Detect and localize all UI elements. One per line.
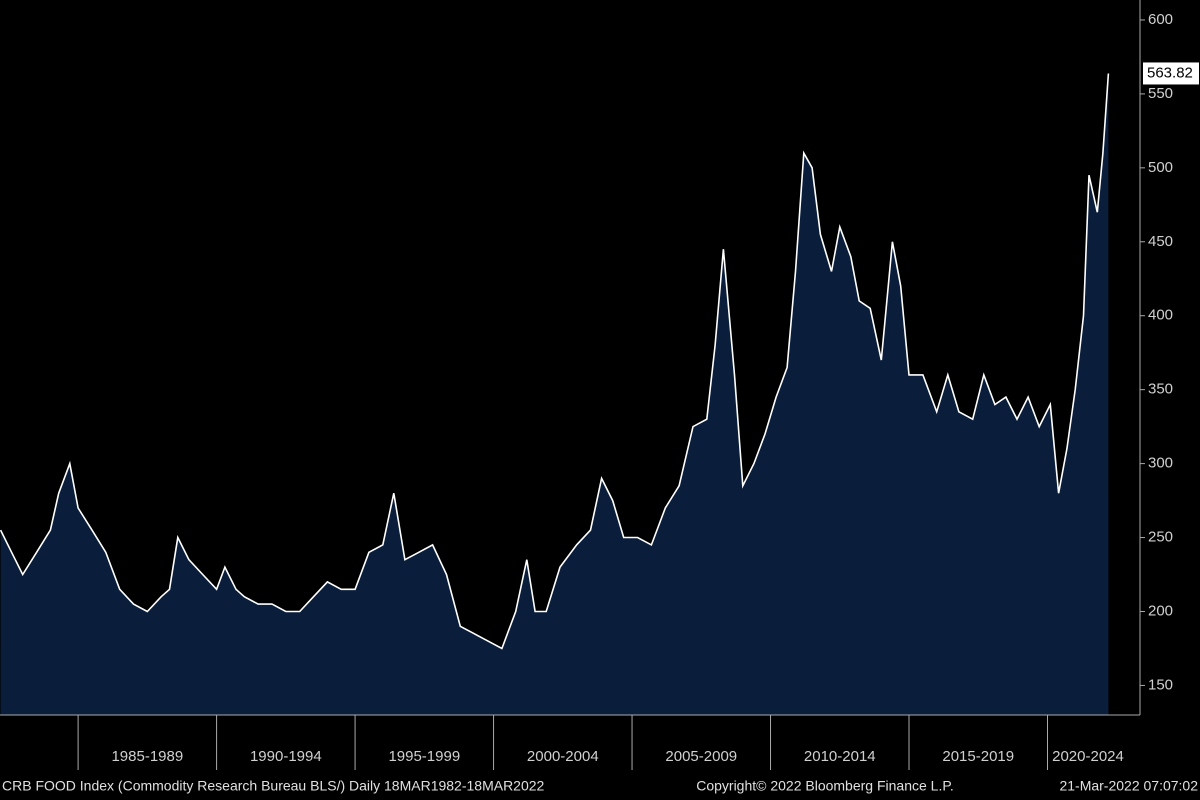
- last-value-box: [1143, 62, 1199, 85]
- line: [0, 73, 1110, 650]
- y-tick-label: 600: [1148, 11, 1173, 28]
- x-tick-label: 1985-1989: [111, 748, 183, 765]
- area-fill: [0, 73, 1109, 715]
- y-tick-label: 450: [1148, 233, 1173, 250]
- x-tick-label: 2000-2004: [527, 748, 599, 765]
- x-tick-label: 2015-2019: [942, 748, 1014, 765]
- footer-source: CRB FOOD Index (Commodity Research Burea…: [2, 778, 545, 794]
- x-tick-label: 2005-2009: [665, 748, 737, 765]
- x-tick-label: 2020-2024: [1052, 748, 1124, 765]
- x-tick-label: 1995-1999: [388, 748, 460, 765]
- y-tick-label: 200: [1148, 602, 1173, 619]
- y-tick-label: 300: [1148, 455, 1173, 472]
- footer-timestamp: 21-Mar-2022 07:07:02: [1059, 778, 1198, 794]
- footer-copyright: Copyright© 2022 Bloomberg Finance L.P.: [696, 778, 954, 794]
- y-tick-label: 550: [1148, 85, 1173, 102]
- y-tick-label: 350: [1148, 381, 1173, 398]
- y-tick-label: 400: [1148, 307, 1173, 324]
- last-value-label: 563.82: [1147, 64, 1193, 81]
- y-tick-label: 500: [1148, 159, 1173, 176]
- x-tick-label: 1990-1994: [250, 748, 322, 765]
- y-tick-label: 150: [1148, 676, 1173, 693]
- y-tick-label: 250: [1148, 529, 1173, 546]
- x-tick-label: 2010-2014: [804, 748, 876, 765]
